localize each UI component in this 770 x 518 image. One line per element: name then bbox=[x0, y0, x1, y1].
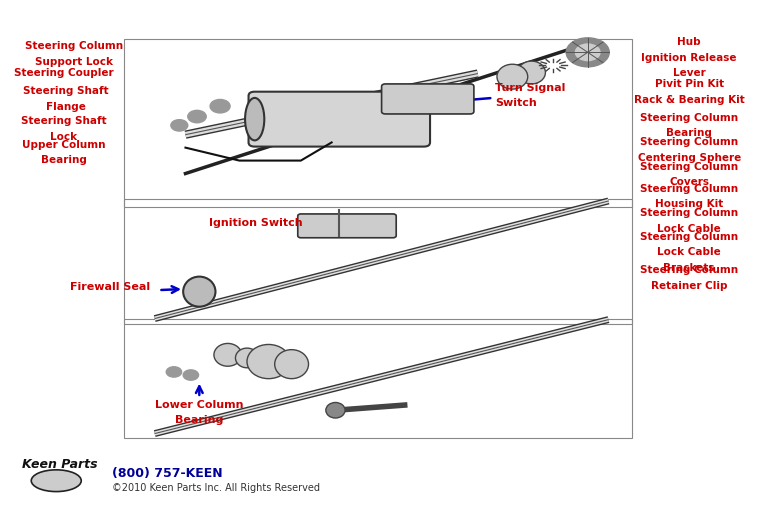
Text: ©2010 Keen Parts Inc. All Rights Reserved: ©2010 Keen Parts Inc. All Rights Reserve… bbox=[112, 483, 320, 493]
Text: Steering Column: Steering Column bbox=[25, 41, 123, 51]
Ellipse shape bbox=[183, 277, 216, 307]
Text: Steering Column: Steering Column bbox=[640, 232, 738, 241]
Text: Steering Column: Steering Column bbox=[640, 208, 738, 218]
Circle shape bbox=[575, 44, 600, 61]
Text: Lock: Lock bbox=[50, 132, 78, 141]
Text: Steering Column: Steering Column bbox=[640, 113, 738, 123]
Circle shape bbox=[188, 110, 206, 123]
Text: Support Lock: Support Lock bbox=[35, 57, 113, 67]
Text: Brackets: Brackets bbox=[664, 263, 715, 272]
Text: Centering Sphere: Centering Sphere bbox=[638, 153, 741, 163]
Text: Hub: Hub bbox=[678, 37, 701, 47]
Text: Rack & Bearing Kit: Rack & Bearing Kit bbox=[634, 95, 745, 105]
Ellipse shape bbox=[245, 98, 264, 140]
Ellipse shape bbox=[236, 348, 259, 368]
Text: Upper Column: Upper Column bbox=[22, 140, 105, 150]
Text: Keen Parts: Keen Parts bbox=[22, 458, 98, 471]
Ellipse shape bbox=[275, 350, 309, 379]
FancyBboxPatch shape bbox=[249, 92, 430, 147]
Circle shape bbox=[566, 38, 609, 67]
Text: Steering Coupler: Steering Coupler bbox=[14, 68, 114, 78]
Text: Switch: Switch bbox=[495, 98, 537, 108]
Text: Bearing: Bearing bbox=[666, 128, 712, 138]
Text: Bearing: Bearing bbox=[41, 155, 87, 165]
Text: Steering Column: Steering Column bbox=[640, 265, 738, 275]
Text: Lock Cable: Lock Cable bbox=[658, 224, 721, 234]
Circle shape bbox=[171, 120, 188, 131]
Ellipse shape bbox=[32, 470, 82, 492]
Circle shape bbox=[210, 99, 230, 113]
Text: Housing Kit: Housing Kit bbox=[655, 199, 723, 209]
Text: Steering Column: Steering Column bbox=[640, 184, 738, 194]
FancyBboxPatch shape bbox=[382, 84, 474, 114]
FancyBboxPatch shape bbox=[298, 214, 397, 238]
Ellipse shape bbox=[247, 344, 290, 379]
Text: Lock Cable: Lock Cable bbox=[658, 247, 721, 257]
Text: Ignition Switch: Ignition Switch bbox=[209, 218, 302, 227]
Text: Lever: Lever bbox=[673, 68, 705, 78]
Text: Ignition Release: Ignition Release bbox=[641, 53, 737, 63]
Text: Steering Shaft: Steering Shaft bbox=[21, 116, 107, 126]
Text: Steering Shaft: Steering Shaft bbox=[23, 86, 109, 96]
Text: (800) 757-KEEN: (800) 757-KEEN bbox=[112, 467, 223, 480]
Text: Turn Signal: Turn Signal bbox=[495, 83, 566, 93]
Text: Flange: Flange bbox=[46, 102, 86, 111]
Text: Steering Column: Steering Column bbox=[640, 137, 738, 147]
Text: Covers: Covers bbox=[669, 177, 709, 187]
Circle shape bbox=[166, 367, 182, 377]
Text: Lower Column: Lower Column bbox=[155, 400, 243, 410]
Text: Retainer Clip: Retainer Clip bbox=[651, 281, 728, 291]
Text: Steering Column: Steering Column bbox=[640, 162, 738, 171]
Text: Pivit Pin Kit: Pivit Pin Kit bbox=[654, 79, 724, 89]
Ellipse shape bbox=[517, 61, 545, 84]
Circle shape bbox=[183, 370, 199, 380]
Ellipse shape bbox=[214, 343, 242, 366]
Text: Firewall Seal: Firewall Seal bbox=[70, 282, 150, 292]
Ellipse shape bbox=[497, 64, 527, 89]
Ellipse shape bbox=[326, 402, 345, 418]
Text: Bearing: Bearing bbox=[175, 415, 223, 425]
